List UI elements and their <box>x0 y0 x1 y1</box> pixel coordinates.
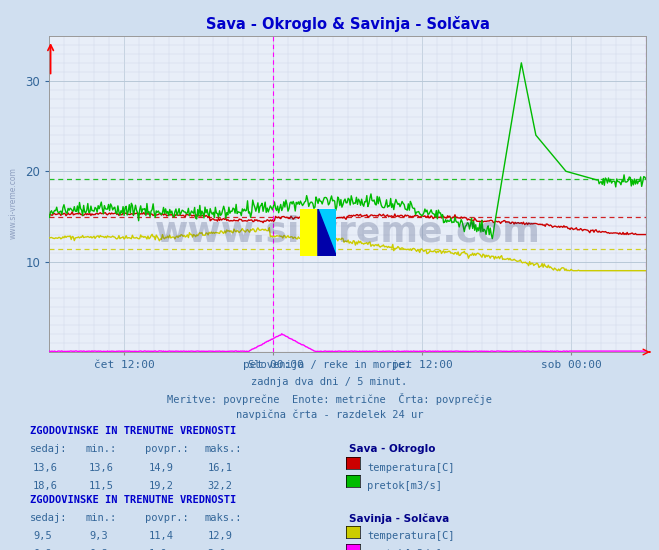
Text: 19,2: 19,2 <box>148 481 173 491</box>
Text: 14,9: 14,9 <box>148 463 173 472</box>
Text: min.:: min.: <box>86 513 117 523</box>
Text: Sava - Okroglo: Sava - Okroglo <box>349 444 436 454</box>
Text: min.:: min.: <box>86 444 117 454</box>
Polygon shape <box>318 209 336 256</box>
Text: sedaj:: sedaj: <box>30 513 67 523</box>
Text: 16,1: 16,1 <box>208 463 233 472</box>
Text: 13,6: 13,6 <box>33 463 58 472</box>
Text: 2,0: 2,0 <box>208 549 226 550</box>
Text: povpr.:: povpr.: <box>145 444 188 454</box>
Title: Sava - Okroglo & Savinja - Solčava: Sava - Okroglo & Savinja - Solčava <box>206 16 490 32</box>
Text: 32,2: 32,2 <box>208 481 233 491</box>
Text: temperatura[C]: temperatura[C] <box>367 531 455 541</box>
Text: www.si-vreme.com: www.si-vreme.com <box>9 168 18 239</box>
Text: 9,3: 9,3 <box>89 531 107 541</box>
Polygon shape <box>318 209 336 256</box>
Text: 11,5: 11,5 <box>89 481 114 491</box>
Text: pretok[m3/s]: pretok[m3/s] <box>367 481 442 491</box>
Text: maks.:: maks.: <box>204 513 242 523</box>
Text: sedaj:: sedaj: <box>30 444 67 454</box>
Text: 12,9: 12,9 <box>208 531 233 541</box>
Text: 11,4: 11,4 <box>148 531 173 541</box>
Text: Savinja - Solčava: Savinja - Solčava <box>349 513 449 524</box>
Text: pretok[m3/s]: pretok[m3/s] <box>367 549 442 550</box>
Text: 18,6: 18,6 <box>33 481 58 491</box>
Text: www.si-vreme.com: www.si-vreme.com <box>155 215 540 249</box>
Text: ZGODOVINSKE IN TRENUTNE VREDNOSTI: ZGODOVINSKE IN TRENUTNE VREDNOSTI <box>30 495 236 505</box>
Text: 0,9: 0,9 <box>33 549 51 550</box>
Text: Slovenija / reke in morje.: Slovenija / reke in morje. <box>248 360 411 370</box>
Text: 13,6: 13,6 <box>89 463 114 472</box>
Text: ZGODOVINSKE IN TRENUTNE VREDNOSTI: ZGODOVINSKE IN TRENUTNE VREDNOSTI <box>30 426 236 436</box>
Text: 9,5: 9,5 <box>33 531 51 541</box>
Text: temperatura[C]: temperatura[C] <box>367 463 455 472</box>
Text: 0,8: 0,8 <box>89 549 107 550</box>
Text: navpična črta - razdelek 24 ur: navpična črta - razdelek 24 ur <box>236 410 423 420</box>
Text: povpr.:: povpr.: <box>145 513 188 523</box>
Text: Meritve: povprečne  Enote: metrične  Črta: povprečje: Meritve: povprečne Enote: metrične Črta:… <box>167 393 492 405</box>
Text: 1,0: 1,0 <box>148 549 167 550</box>
Text: maks.:: maks.: <box>204 444 242 454</box>
Text: zadnja dva dni / 5 minut.: zadnja dva dni / 5 minut. <box>251 377 408 387</box>
